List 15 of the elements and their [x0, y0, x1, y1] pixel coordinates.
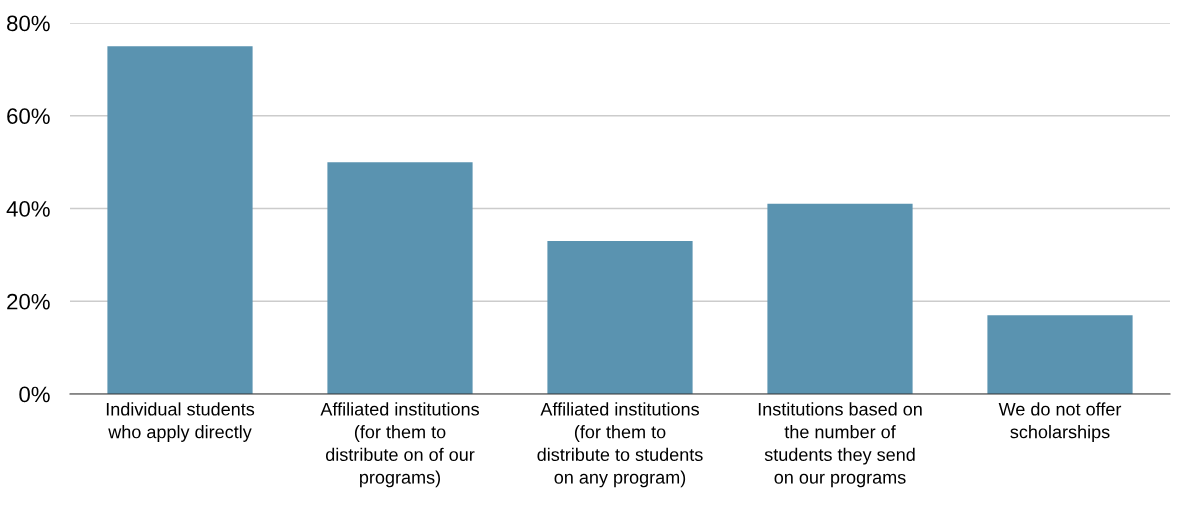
bar — [767, 203, 913, 394]
y-tick-label: 40% — [6, 201, 50, 217]
x-tick-label: Institutions based on the number of students they send on our programs — [758, 402, 922, 488]
bar — [547, 240, 693, 394]
y-tick-label: 20% — [7, 293, 50, 310]
y-tick-label: 60% — [7, 108, 50, 125]
x-tick-label: Affiliated institutions (for them to distribute on of our programs) — [320, 402, 479, 488]
y-tick-label: 80% — [7, 15, 50, 32]
x-tick-label: Affiliated institutions (for them to distribute to students on any program) — [537, 402, 703, 488]
x-tick-label: We do not offer scholarships — [998, 402, 1122, 442]
y-tick-label: 0% — [19, 386, 50, 403]
bar — [327, 162, 473, 394]
bar — [107, 46, 253, 394]
x-tick-label: Individual students who apply directly — [106, 402, 255, 442]
bar — [987, 315, 1133, 394]
